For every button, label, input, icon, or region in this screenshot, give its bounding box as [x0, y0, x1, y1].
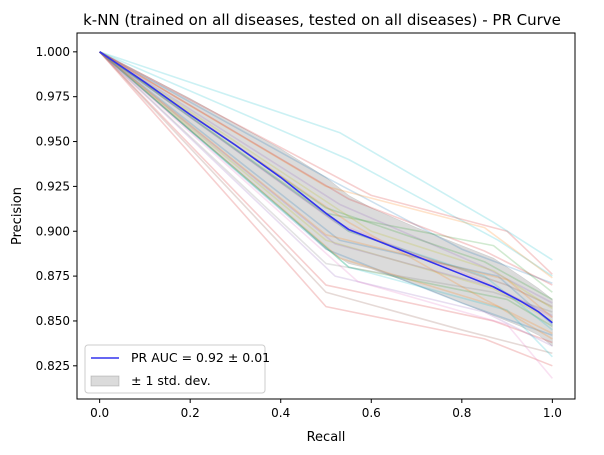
chart-title: k-NN (trained on all diseases, tested on… — [83, 11, 561, 29]
legend-mean-label: PR AUC = 0.92 ± 0.01 — [131, 350, 270, 365]
fold-curve-3 — [99, 51, 553, 285]
y-tick-label: 0.950 — [36, 135, 70, 149]
fold-curve-26 — [99, 51, 553, 317]
y-axis-title: Precision — [10, 187, 25, 245]
x-tick-label: 1.0 — [543, 406, 562, 420]
legend-std-band-label: ± 1 std. dev. — [131, 373, 211, 388]
y-tick-label: 0.825 — [36, 359, 70, 373]
fold-curve-27 — [99, 51, 553, 286]
y-tick-label: 0.900 — [36, 224, 70, 238]
fold-curve-28 — [99, 51, 553, 318]
fold-curve-19 — [99, 51, 553, 379]
mean-pr-curve — [99, 51, 553, 324]
fold-curve-14 — [99, 51, 553, 344]
fold-curve-23 — [99, 51, 553, 326]
x-tick-label: 0.8 — [452, 406, 471, 420]
fold-curve-15 — [99, 51, 553, 328]
x-tick-label: 0.4 — [271, 406, 290, 420]
fold-curve-21 — [99, 51, 553, 310]
y-tick-label: 0.875 — [36, 269, 70, 283]
y-tick-label: 0.975 — [36, 90, 70, 104]
fold-curve-13 — [99, 51, 553, 340]
x-tick-label: 0.0 — [90, 406, 109, 420]
legend: PR AUC = 0.92 ± 0.01 ± 1 std. dev. — [84, 344, 270, 394]
x-axis-title: Recall — [307, 430, 346, 445]
fold-curve-12 — [99, 51, 553, 337]
fold-curve-7 — [99, 51, 553, 304]
fold-curve-18 — [99, 51, 553, 355]
plot-area — [99, 51, 553, 379]
x-axis-ticks: 0.0 0.2 0.4 0.6 0.8 1.0 — [90, 399, 562, 420]
mean-curve-layer — [99, 51, 553, 324]
y-tick-label: 1.000 — [36, 45, 70, 59]
y-axis-ticks: 0.825 0.850 0.875 0.900 0.925 0.950 0.975 1.000 — [36, 45, 77, 373]
fold-curve-16 — [99, 51, 553, 347]
legend-box — [84, 344, 266, 394]
y-tick-label: 0.925 — [36, 179, 70, 193]
x-tick-label: 0.6 — [362, 406, 381, 420]
fold-curve-25 — [99, 51, 553, 358]
legend-std-band-swatch — [90, 375, 120, 387]
fold-curve-2 — [99, 51, 553, 277]
fold-curve-8 — [99, 51, 553, 308]
fold-curve-10 — [99, 51, 553, 322]
fold-curve-11 — [99, 51, 553, 331]
fold-curve-17 — [99, 51, 553, 367]
y-tick-label: 0.850 — [36, 314, 70, 328]
fold-curve-1 — [99, 51, 553, 261]
fold-curve-5 — [99, 51, 553, 275]
fold-curve-4 — [99, 51, 553, 279]
fold-curve-6 — [99, 51, 553, 293]
x-tick-label: 0.2 — [181, 406, 200, 420]
plot-frame — [76, 32, 576, 400]
